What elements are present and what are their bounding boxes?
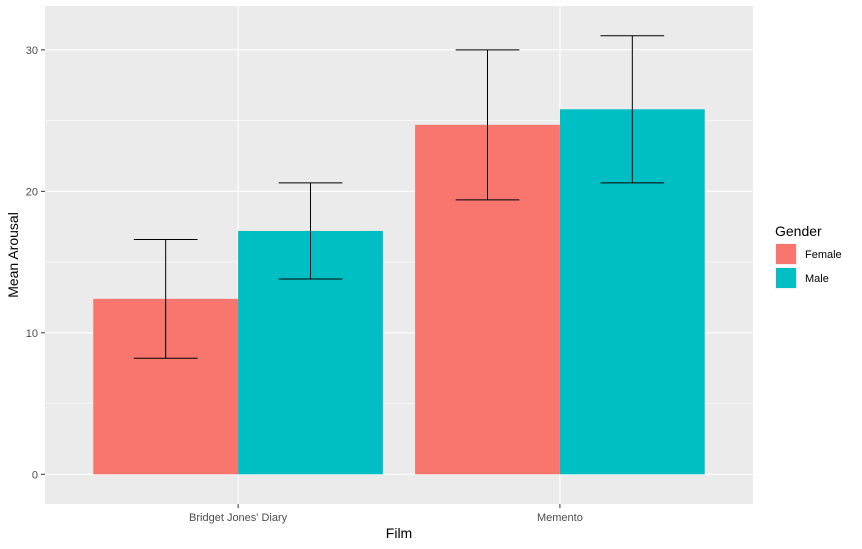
bars: [93, 109, 705, 475]
legend-label: Male: [805, 273, 829, 285]
x-tick-label: Memento: [537, 512, 583, 524]
legend-label: Female: [805, 249, 842, 261]
y-tick-label: 0: [32, 469, 38, 481]
legend: Gender Female Male: [775, 223, 842, 289]
x-tick-label: Bridget Jones' Diary: [189, 512, 288, 524]
legend-title: Gender: [775, 223, 822, 239]
legend-key: [776, 268, 796, 288]
y-tick-label: 10: [26, 328, 38, 340]
y-axis: 0 10 20 30: [26, 45, 45, 481]
y-tick-label: 20: [26, 186, 38, 198]
x-axis-title: Film: [386, 525, 412, 541]
legend-key: [776, 244, 796, 264]
y-tick-label: 30: [26, 45, 38, 57]
x-axis: Bridget Jones' Diary Memento: [189, 504, 583, 524]
error-bars: [133, 35, 665, 359]
y-axis-title: Mean Arousal: [5, 212, 21, 298]
